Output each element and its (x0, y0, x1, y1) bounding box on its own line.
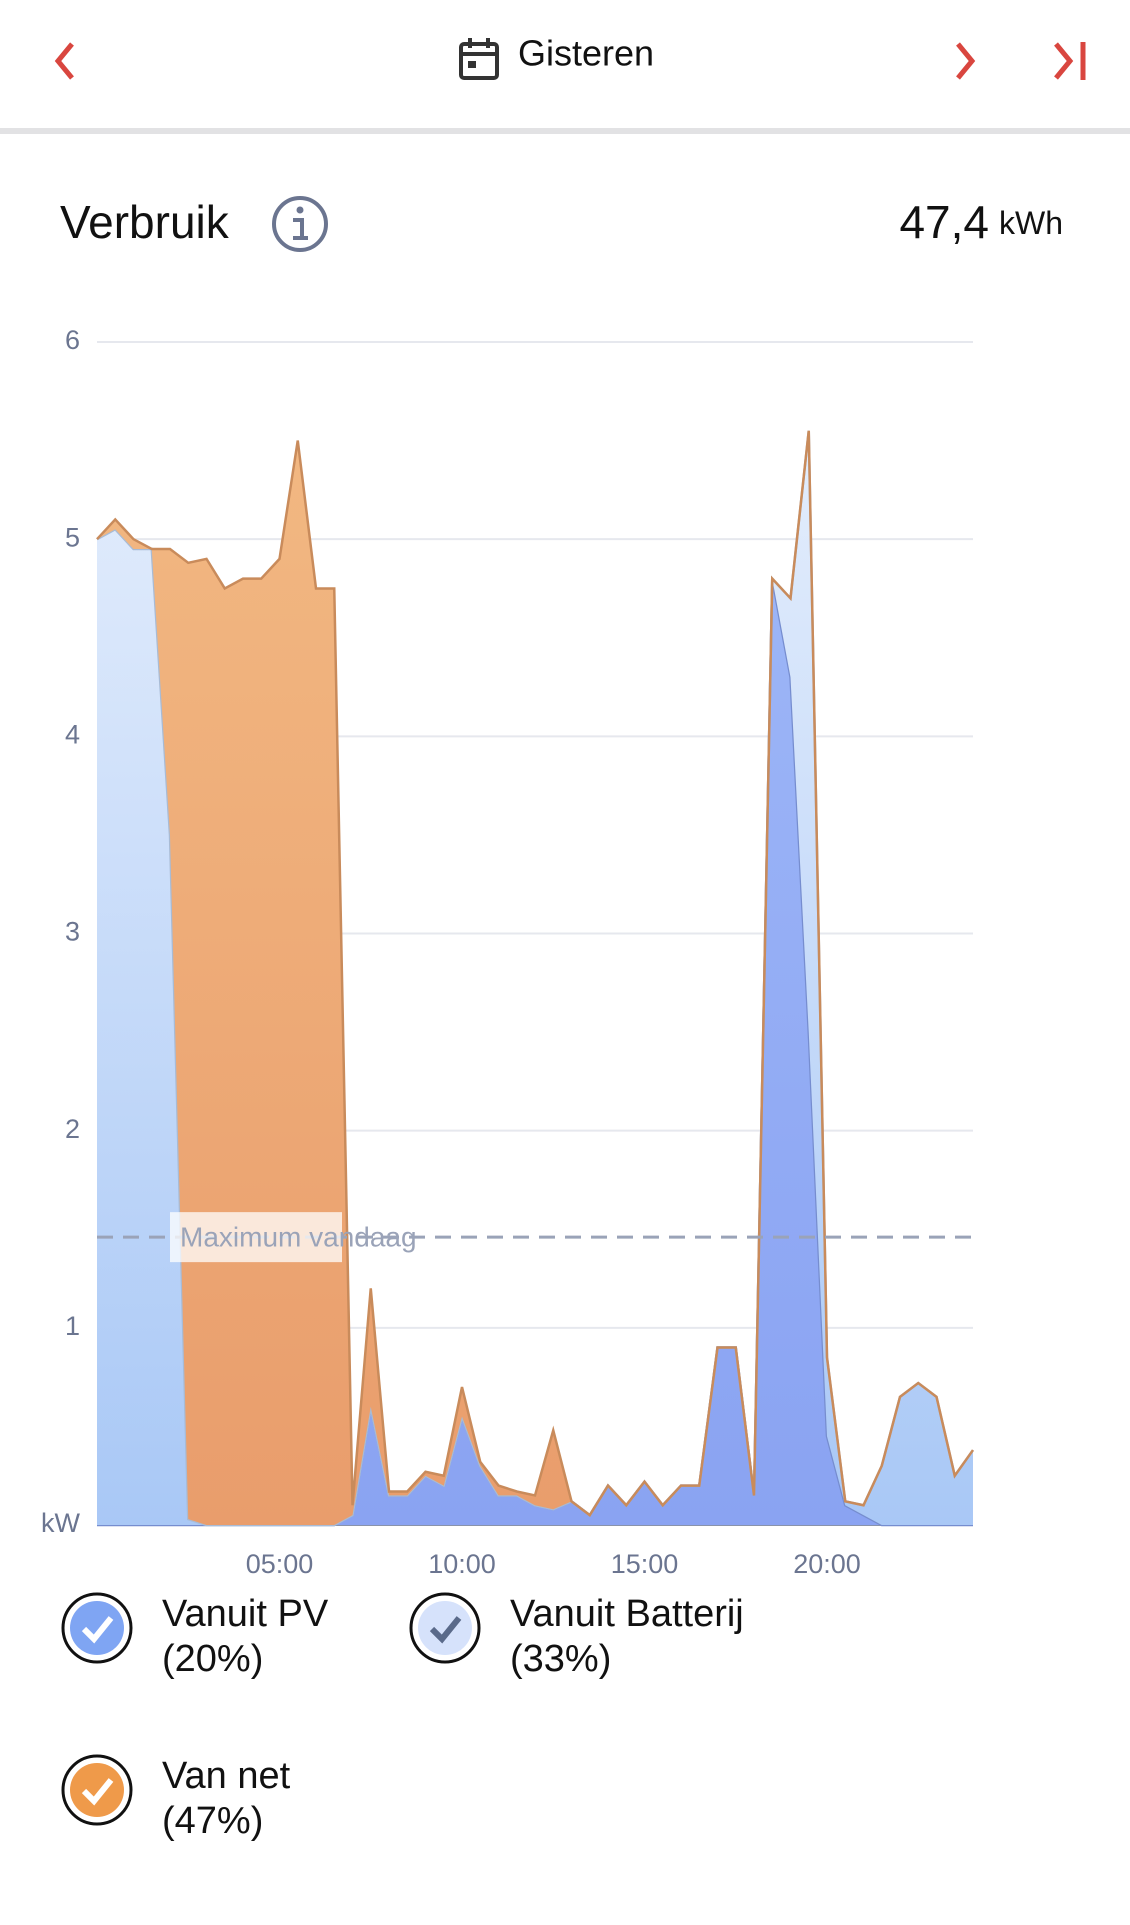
plot: kW 1 2 3 4 5 6 05:00 10:00 15:00 20:00 Maximum vand… (41, 325, 975, 1579)
y-tick-label: 6 (65, 325, 80, 355)
x-tick-label: 20:00 (793, 1549, 861, 1579)
legend-share: (20%) (162, 1638, 263, 1680)
header-divider (0, 128, 1130, 134)
total: 47,4 (899, 196, 989, 248)
legend-check (81, 1778, 114, 1806)
info-button[interactable] (272, 196, 328, 252)
legend-name: Vanuit PV (162, 1593, 329, 1635)
legend-check (81, 1616, 114, 1644)
reference-label: Maximum vandaag (180, 1222, 417, 1253)
legend-item[interactable]: Vanuit Batterij(33%) (409, 1592, 744, 1680)
total-unit: kWh (999, 205, 1063, 241)
calendar-icon (459, 38, 499, 80)
legend-name: Van net (162, 1755, 291, 1797)
section-title: Verbruik (60, 196, 230, 248)
y-tick-label: 2 (65, 1114, 80, 1144)
header-title: Gisteren (518, 33, 654, 74)
y-tick-label: 4 (65, 719, 80, 749)
area-fill (97, 430, 973, 1526)
y-tick-label: 5 (65, 522, 80, 552)
last-button[interactable] (1054, 42, 1086, 80)
x-tick-label: 10:00 (428, 1549, 496, 1579)
legend: Vanuit PV(20%) Vanuit Batterij(33%) Van ne… (61, 1592, 744, 1842)
total-value: 47,4 kWh (899, 196, 1063, 248)
y-tick-label: 3 (65, 917, 80, 947)
x-tick-label: 05:00 (246, 1549, 314, 1579)
legend-item[interactable]: Van net(47%) (61, 1754, 291, 1842)
legend-share: (33%) (510, 1638, 611, 1680)
legend-name: Vanuit Batterij (510, 1593, 744, 1635)
legend-check (429, 1616, 462, 1644)
legend-swatch (70, 1601, 124, 1655)
legend-swatch (70, 1763, 124, 1817)
area-fill (97, 578, 973, 1525)
legend-swatch (418, 1601, 472, 1655)
back-button[interactable] (54, 42, 74, 80)
legend-share: (47%) (162, 1800, 263, 1842)
y-tick-label: kW (41, 1508, 81, 1538)
y-tick-label: 1 (65, 1311, 80, 1341)
next-button[interactable] (956, 42, 976, 80)
x-tick-label: 15:00 (611, 1549, 679, 1579)
reference-label-bg (170, 1212, 342, 1263)
legend-item[interactable]: Vanuit PV(20%) (61, 1592, 329, 1680)
area-line (96, 430, 975, 1517)
